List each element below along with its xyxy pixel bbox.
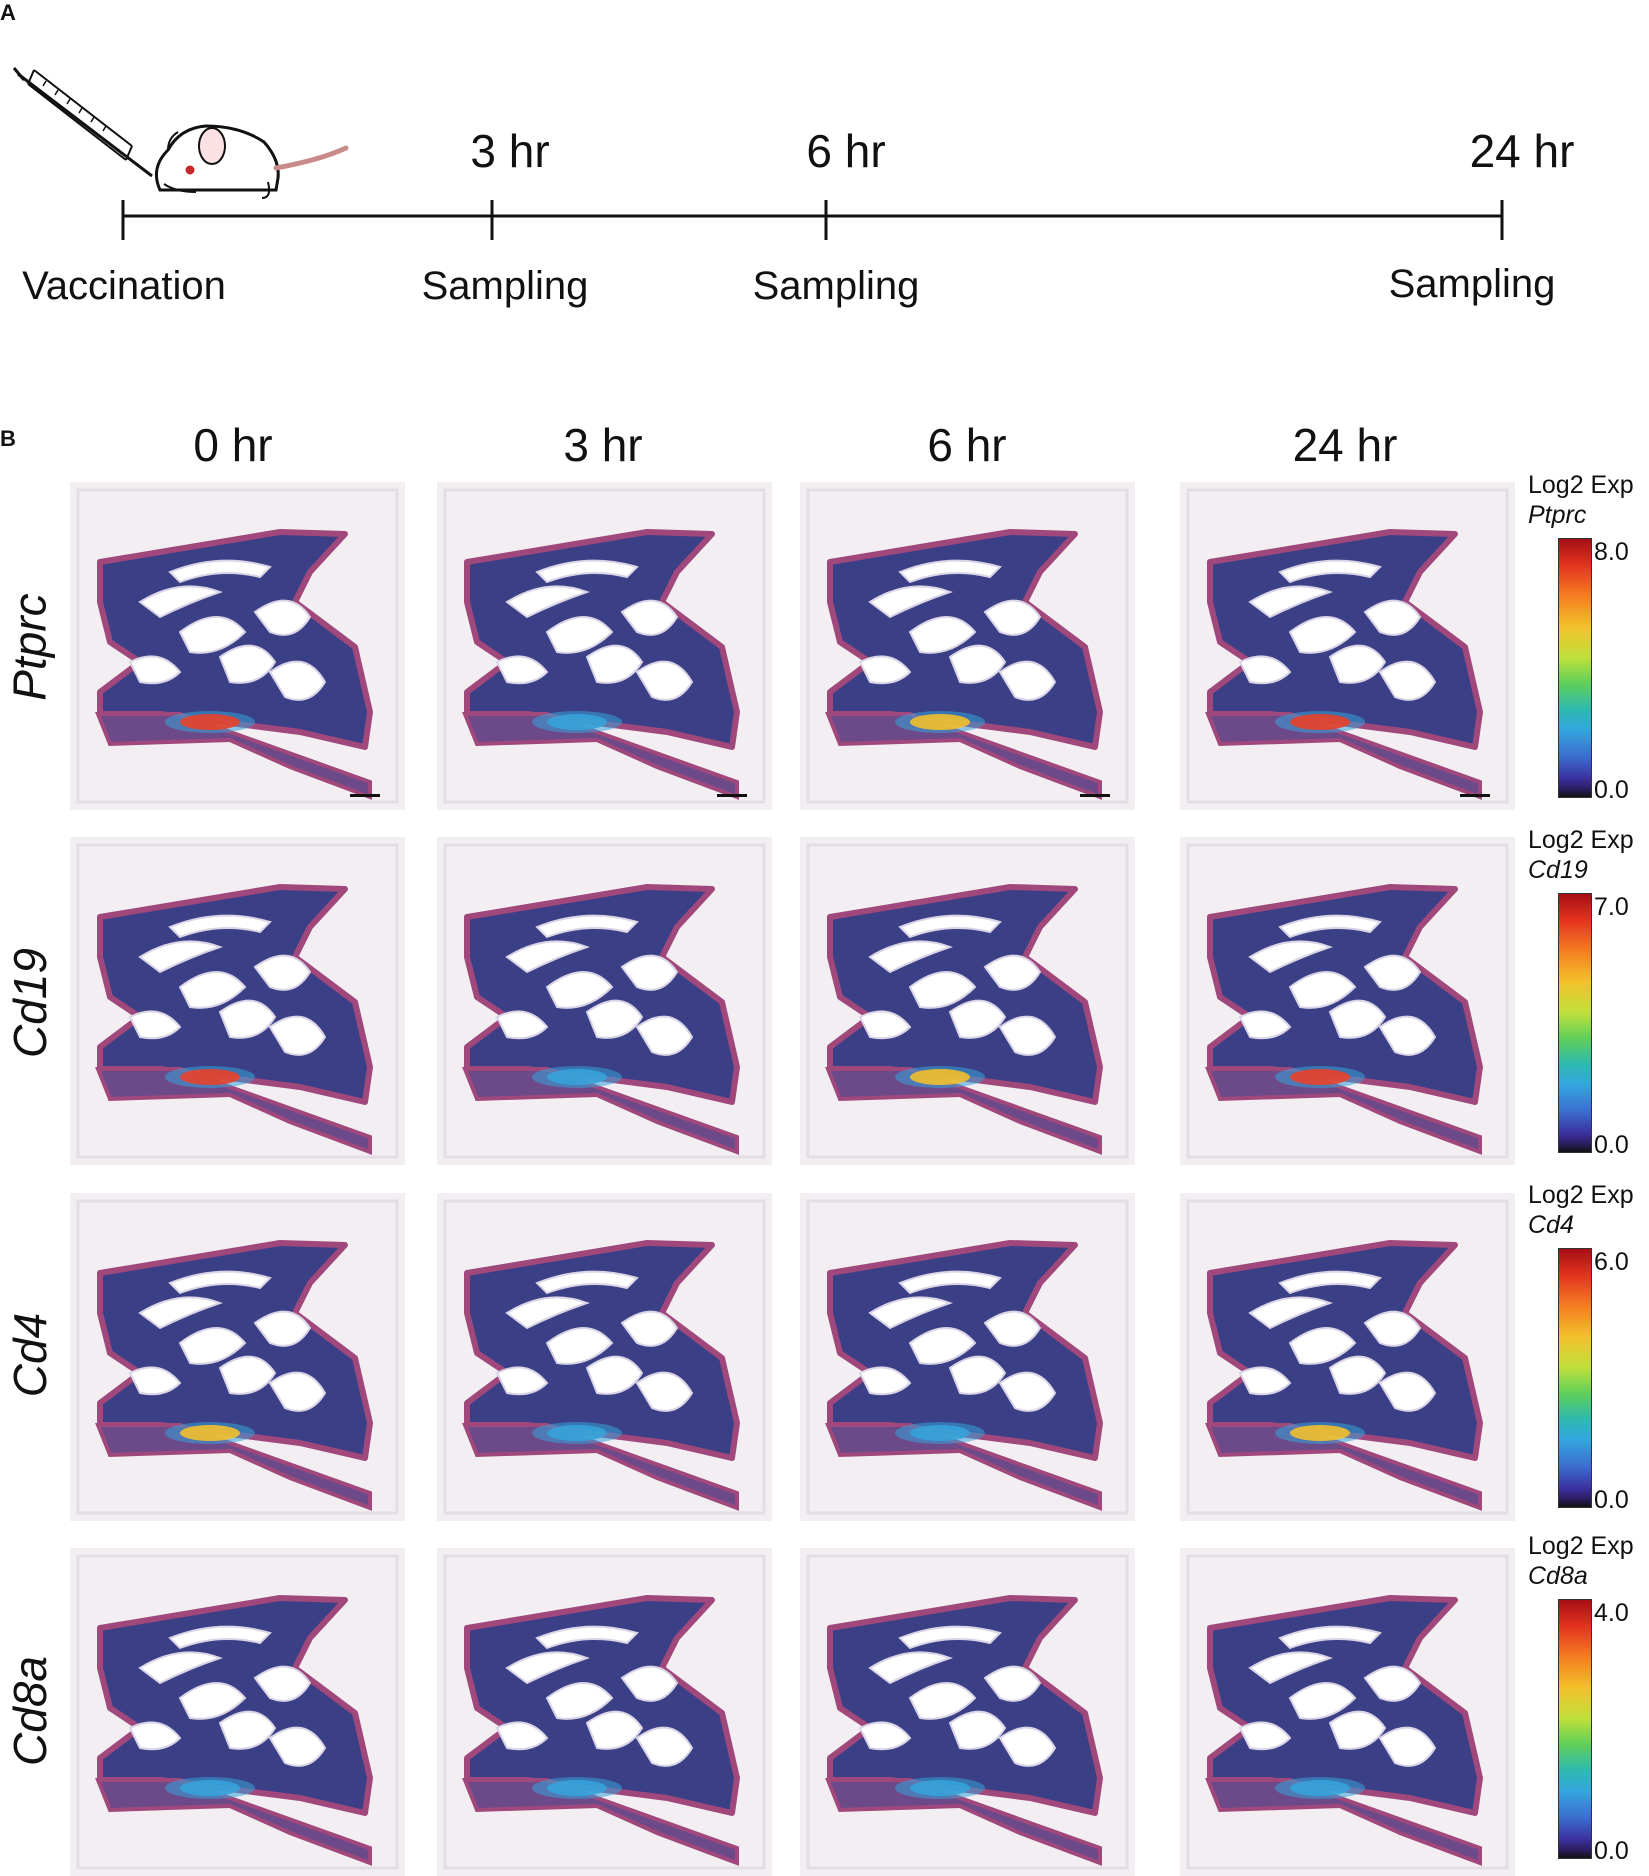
tissue-section-image — [800, 482, 1135, 810]
legend-gene: Ptprc — [1528, 501, 1587, 529]
column-header-0hr: 0 hr — [193, 419, 273, 471]
tissue-section-image — [1180, 482, 1515, 810]
legend-gene: Cd19 — [1528, 856, 1588, 884]
timepoint-24hr-label: 24 hr — [1469, 125, 1575, 177]
tissue-section-image — [800, 1193, 1135, 1521]
syringe-icon — [12, 67, 153, 178]
colorbar-max: 8.0 — [1594, 538, 1629, 566]
legend-title: Log2 Exp — [1528, 1532, 1634, 1560]
colorbar-min: 0.0 — [1594, 1131, 1629, 1159]
tissue-section-image — [437, 1548, 772, 1876]
row-label-cd8a: Cd8a — [4, 1656, 56, 1766]
tissue-section-image — [1180, 837, 1515, 1165]
legend-ptprc: Log2 Exp Ptprc 8.0 0.0 — [1528, 470, 1649, 804]
tissue-section-image — [437, 1193, 772, 1521]
tissue-section-image — [70, 837, 405, 1165]
tissue-section-image — [800, 1548, 1135, 1876]
event-sampling-3hr-label: Sampling — [421, 264, 589, 308]
tissue-section-image — [1180, 1548, 1515, 1876]
tissue-section-image — [70, 482, 405, 810]
column-header-3hr: 3 hr — [563, 419, 643, 471]
timeline-axis — [121, 200, 1504, 240]
row-label-ptprc: Ptprc — [4, 593, 56, 701]
tissue-section-image — [70, 1548, 405, 1876]
legend-cd8a: Log2 Exp Cd8a 4.0 0.0 — [1528, 1531, 1649, 1865]
colorbar — [1558, 538, 1592, 798]
legend-cd4: Log2 Exp Cd4 6.0 0.0 — [1528, 1180, 1649, 1514]
legend-title: Log2 Exp — [1528, 1181, 1634, 1209]
tissue-section-image — [437, 837, 772, 1165]
colorbar-max: 7.0 — [1594, 893, 1629, 921]
column-header-6hr: 6 hr — [927, 419, 1007, 471]
panel-a-letter: A — [0, 0, 16, 25]
tissue-section-image — [1180, 1193, 1515, 1521]
event-vaccination-label: Vaccination — [22, 264, 226, 308]
legend-cd19: Log2 Exp Cd19 7.0 0.0 — [1528, 825, 1649, 1159]
colorbar — [1558, 1248, 1592, 1508]
colorbar-min: 0.0 — [1594, 776, 1629, 804]
legend-gene: Cd8a — [1528, 1562, 1588, 1590]
colorbar-min: 0.0 — [1594, 1837, 1629, 1865]
tissue-section-image — [70, 1193, 405, 1521]
legend-title: Log2 Exp — [1528, 471, 1634, 499]
column-header-24hr: 24 hr — [1292, 419, 1398, 471]
timepoint-3hr-label: 3 hr — [470, 125, 550, 177]
legend-gene: Cd4 — [1528, 1211, 1574, 1239]
tissue-section-image — [800, 837, 1135, 1165]
timepoint-6hr-label: 6 hr — [806, 125, 886, 177]
colorbar-min: 0.0 — [1594, 1486, 1629, 1514]
event-sampling-24hr-label: Sampling — [1388, 262, 1556, 306]
colorbar-max: 4.0 — [1594, 1599, 1629, 1627]
row-label-cd19: Cd19 — [4, 948, 56, 1058]
colorbar-max: 6.0 — [1594, 1248, 1629, 1276]
colorbar — [1558, 1599, 1592, 1859]
row-label-cd4: Cd4 — [4, 1312, 57, 1398]
mouse-icon — [154, 124, 349, 199]
event-sampling-6hr-label: Sampling — [752, 264, 920, 308]
timeline-diagram — [12, 67, 1504, 240]
tissue-section-image — [437, 482, 772, 810]
panel-b-letter: B — [0, 426, 16, 451]
legend-title: Log2 Exp — [1528, 826, 1634, 854]
colorbar — [1558, 893, 1592, 1153]
